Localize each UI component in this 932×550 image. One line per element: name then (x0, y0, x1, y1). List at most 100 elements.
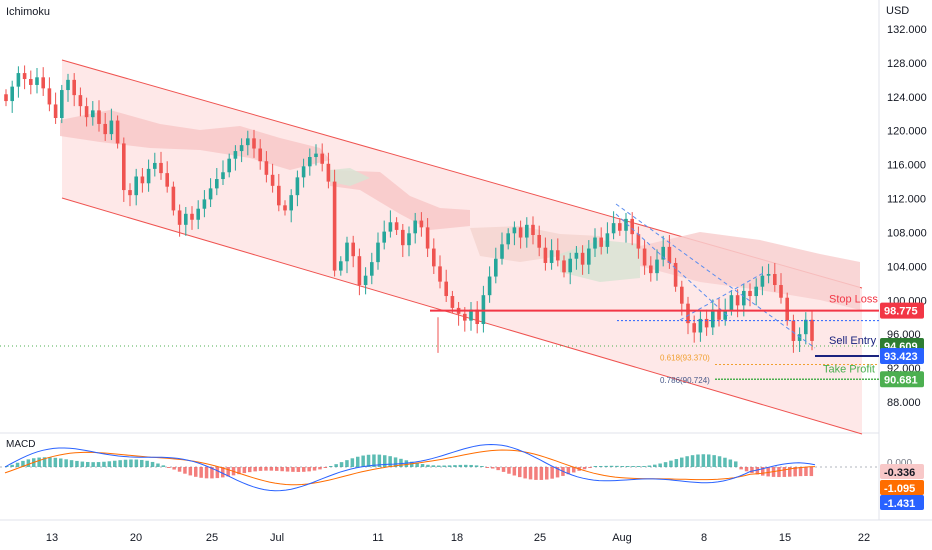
candle-body (376, 242, 380, 263)
macd-histogram-bar (296, 467, 301, 472)
macd-histogram-bar (221, 467, 225, 478)
macd-histogram-bar (204, 467, 209, 479)
time-tick-label: 20 (130, 532, 142, 544)
macd-histogram-bar (437, 465, 441, 467)
channel-lower-line (61, 197, 863, 435)
candle-body (568, 258, 572, 273)
candle-body (450, 296, 455, 308)
macd-histogram-bar (302, 467, 306, 472)
macd-label[interactable]: MACD (6, 439, 36, 450)
macd-histogram-bar (555, 467, 560, 478)
candle-body (463, 313, 467, 321)
candle-body (97, 110, 101, 124)
candle-body (326, 163, 331, 182)
take-profit-tag-value: 90.681 (884, 374, 918, 386)
trend-line (615, 203, 816, 349)
macd-histogram-bar (275, 467, 279, 471)
candle-body (512, 227, 517, 234)
macd-histogram-bar (701, 454, 706, 467)
macd-histogram-bar (350, 458, 355, 467)
macd-histogram-bar (582, 467, 587, 470)
candle-body (413, 220, 417, 234)
macd-histogram-bar (793, 467, 797, 477)
macd-histogram-bar (280, 467, 284, 472)
macd-histogram-bar (64, 459, 68, 467)
candle-body (35, 77, 39, 85)
macd-histogram-bar (248, 467, 252, 473)
macd-histogram-bar (210, 467, 214, 479)
macd-histogram-bar (690, 455, 695, 467)
macd-histogram-bar (291, 467, 295, 472)
candle-body (425, 227, 430, 249)
candle-body (680, 286, 684, 304)
take-profit-tag-box (880, 371, 924, 388)
macd-histogram-bar (264, 467, 268, 471)
macd-histogram-bar (750, 467, 754, 474)
macd-histogram-bar (696, 454, 700, 467)
time-tick-label: 18 (451, 532, 463, 544)
macd-histogram-bar (388, 456, 392, 467)
candle-body (574, 252, 579, 259)
macd-histogram-bar (804, 467, 808, 476)
candle-body (252, 138, 256, 149)
time-tick-label: 13 (46, 532, 58, 544)
macd-histogram-bar (226, 467, 230, 477)
macd-histogram-bar (42, 457, 47, 467)
ichimoku-cloud (330, 170, 470, 230)
ichimoku-cloud (640, 232, 860, 310)
macd-histogram-bar (37, 457, 41, 467)
candle-body (47, 88, 52, 105)
candle-body (760, 275, 765, 287)
candle-body (171, 186, 176, 211)
macd-histogram-bar (453, 465, 457, 467)
macd-histogram-bar (761, 467, 765, 476)
candle-body (500, 244, 504, 259)
candle-body (562, 260, 566, 273)
macd-histogram-bar (631, 466, 635, 467)
ichimoku-cloud (60, 110, 330, 170)
macd-histogram-bar (809, 467, 814, 477)
macd-histogram-bar (177, 467, 182, 472)
candle-body (407, 233, 411, 246)
macd-histogram-bar (258, 467, 263, 471)
macd-value-box (880, 495, 924, 510)
candle-body (401, 229, 405, 246)
candle-body (332, 181, 337, 271)
candle-body (91, 110, 95, 118)
macd-histogram-bar (113, 460, 117, 467)
candle-body (60, 90, 64, 119)
candle-body (518, 227, 523, 238)
macd-histogram-bar (199, 467, 203, 478)
macd-histogram-bar (447, 465, 452, 467)
macd-histogram-bar (410, 461, 414, 467)
candle-body (419, 220, 424, 228)
macd-value-box (880, 480, 924, 495)
sell-entry-tag-value: 93.423 (884, 351, 918, 363)
candle-body (531, 224, 535, 235)
macd-histogram-bar (663, 462, 668, 467)
macd-histogram-bar (469, 464, 473, 467)
candle-body (642, 248, 647, 266)
candle-body (184, 213, 188, 225)
macd-histogram-bar (10, 464, 14, 467)
macd-histogram-bar (372, 454, 376, 467)
macd-histogram-bar (420, 464, 425, 467)
candle-body (686, 303, 690, 324)
candle-body (692, 323, 696, 333)
candle-body (525, 224, 529, 238)
macd-histogram-bar (145, 460, 149, 467)
candle-body (624, 218, 628, 231)
macd-histogram-bar (129, 459, 133, 467)
ichimoku-cloud (330, 168, 370, 186)
candle-body (190, 213, 194, 220)
candle-body (537, 234, 541, 248)
time-tick-label: 25 (206, 532, 218, 544)
candle-body (438, 266, 442, 282)
macd-histogram-bar (593, 466, 598, 467)
trend-line (615, 213, 731, 319)
macd-value-label: -0.336 (884, 467, 915, 479)
candle-body (153, 162, 157, 169)
indicator-label[interactable]: Ichimoku (6, 6, 51, 18)
candle-body (735, 295, 740, 306)
